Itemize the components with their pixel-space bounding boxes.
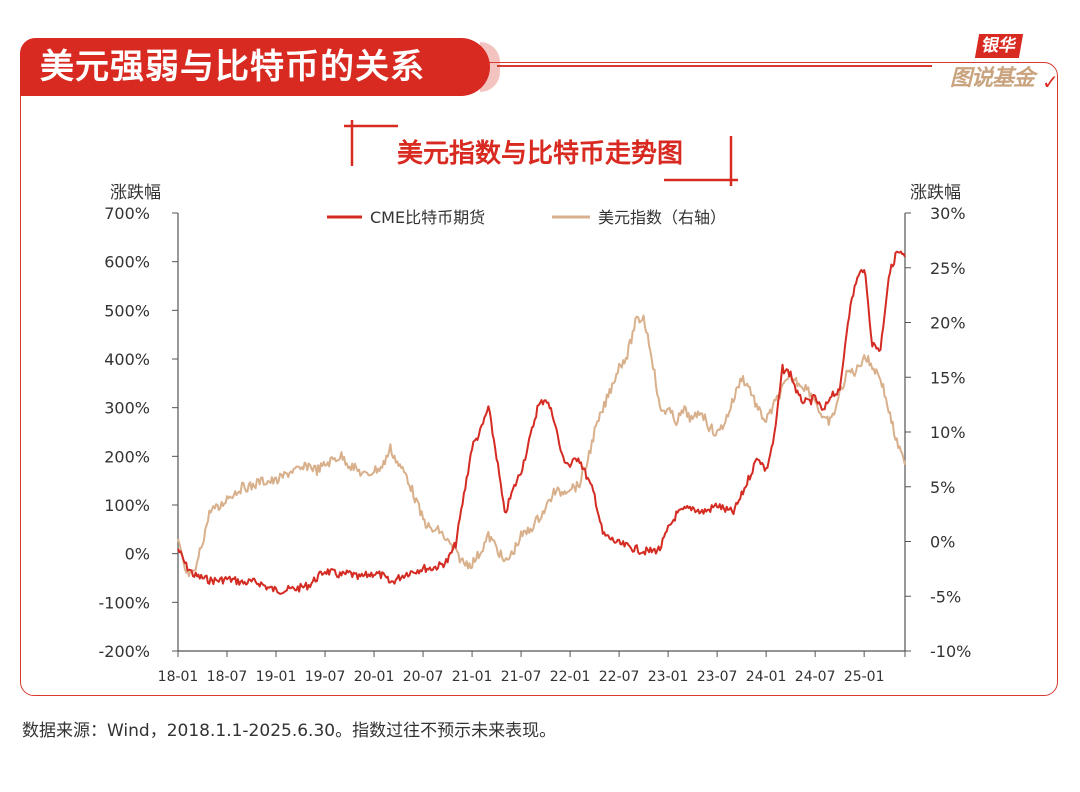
x-tick-label: 19-07 [305, 669, 346, 685]
chart-legend: CME比特币期货 美元指数（右轴） [327, 208, 726, 227]
right-tick-label: 15% [930, 368, 966, 387]
legend-label-btc: CME比特币期货 [370, 208, 485, 227]
x-tick-label: 24-01 [746, 669, 787, 685]
legend-label-usd: 美元指数（右轴） [598, 208, 726, 227]
chart-title-frame [344, 120, 738, 186]
x-tick-label: 25-01 [844, 669, 885, 685]
x-tick-label: 23-07 [697, 669, 738, 685]
left-tick-label: 400% [104, 350, 150, 369]
x-tick-label: 18-07 [207, 669, 248, 685]
left-tick-label: -200% [98, 642, 150, 661]
x-tick-label: 18-01 [158, 669, 199, 685]
right-tick-label: 10% [930, 423, 966, 442]
left-tick-label: 200% [104, 447, 150, 466]
x-tick-label: 19-01 [256, 669, 297, 685]
left-axis-label: 涨跌幅 [110, 183, 161, 203]
x-tick-label: 22-07 [599, 669, 640, 685]
right-tick-label: 30% [930, 204, 966, 223]
x-tick-label: 20-01 [354, 669, 395, 685]
left-tick-label: -100% [98, 593, 150, 612]
x-tick-label: 21-01 [452, 669, 493, 685]
chart-ticks: 700% 600% 500% 400% 300% 200% 100% 0% -100% -200%… [98, 204, 971, 685]
right-tick-label: -10% [930, 642, 971, 661]
x-tick-label: 24-07 [795, 669, 836, 685]
chart-axes [177, 213, 906, 652]
left-tick-label: 700% [104, 204, 150, 223]
chart-lines [177, 250, 906, 595]
header-divider [497, 65, 932, 67]
right-axis-label: 涨跌幅 [910, 183, 961, 203]
btc-series-line [177, 250, 906, 595]
chart-card [20, 62, 1058, 696]
left-tick-label: 600% [104, 253, 150, 272]
brand-logo-bottom: 图说基金 [950, 66, 1035, 91]
chart-title: 美元指数与比特币走势图 [397, 138, 683, 169]
left-tick-label: 300% [104, 399, 150, 418]
right-tick-label: -5% [930, 587, 961, 606]
chart-svg: 美元指数与比特币走势图 涨跌幅 涨跌幅 CME比特币期货 美元指数（右轴） 70… [98, 120, 971, 685]
left-tick-label: 0% [125, 545, 150, 564]
usd-series-line [177, 314, 906, 578]
x-tick-label: 21-07 [501, 669, 542, 685]
right-tick-label: 5% [930, 478, 955, 497]
x-tick-label: 22-01 [550, 669, 591, 685]
x-tick-label: 20-07 [403, 669, 444, 685]
x-tick-label: 23-01 [648, 669, 689, 685]
right-tick-label: 25% [930, 259, 966, 278]
source-note: 数据来源：Wind，2018.1.1-2025.6.30。指数过往不预示未来表现… [22, 721, 557, 741]
check-icon: ✓ [1042, 70, 1059, 94]
right-tick-label: 0% [930, 533, 955, 552]
right-tick-label: 20% [930, 314, 966, 333]
left-tick-label: 100% [104, 496, 150, 515]
left-tick-label: 500% [104, 301, 150, 320]
